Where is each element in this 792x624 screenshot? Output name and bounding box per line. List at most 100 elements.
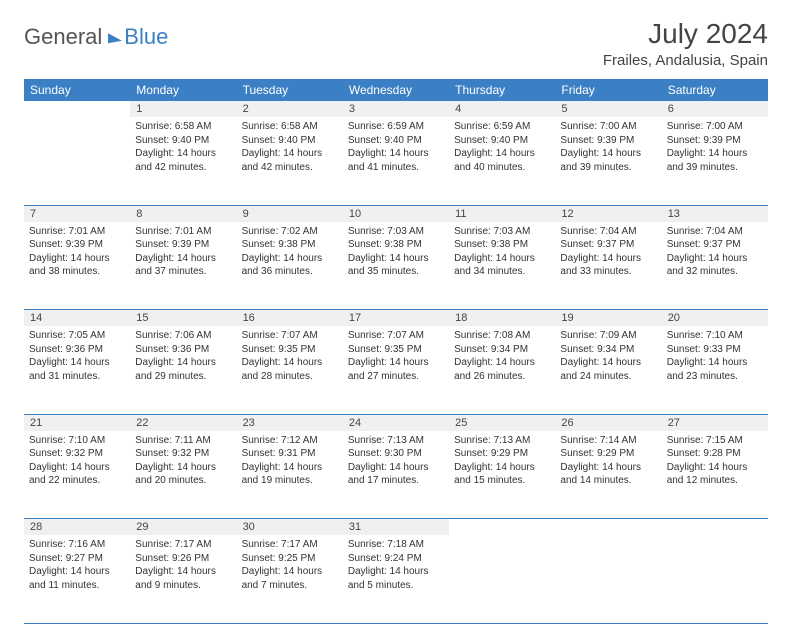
sunset-text: Sunset: 9:40 PM [135, 134, 231, 148]
day-cell: Sunrise: 7:04 AMSunset: 9:37 PMDaylight:… [662, 222, 768, 310]
day-number-row: 21222324252627 [24, 414, 768, 431]
sunset-text: Sunset: 9:32 PM [135, 447, 231, 461]
day-number-row: 14151617181920 [24, 310, 768, 327]
day-cell: Sunrise: 7:12 AMSunset: 9:31 PMDaylight:… [237, 431, 343, 519]
day-info: Sunrise: 7:13 AMSunset: 9:29 PMDaylight:… [454, 434, 550, 488]
day-cell: Sunrise: 7:05 AMSunset: 9:36 PMDaylight:… [24, 326, 130, 414]
weekday-header: Thursday [449, 79, 555, 101]
title-block: July 2024 Frailes, Andalusia, Spain [603, 18, 768, 69]
day-cell: Sunrise: 7:01 AMSunset: 9:39 PMDaylight:… [130, 222, 236, 310]
sunrise-text: Sunrise: 7:07 AM [348, 329, 444, 343]
day-number-cell [449, 519, 555, 536]
sunrise-text: Sunrise: 7:17 AM [242, 538, 338, 552]
day-number-cell: 26 [555, 414, 661, 431]
day-cell: Sunrise: 7:13 AMSunset: 9:30 PMDaylight:… [343, 431, 449, 519]
day-cell: Sunrise: 7:17 AMSunset: 9:25 PMDaylight:… [237, 535, 343, 623]
daylight-text: Daylight: 14 hours and 15 minutes. [454, 461, 550, 488]
daylight-text: Daylight: 14 hours and 38 minutes. [29, 252, 125, 279]
day-number-cell: 15 [130, 310, 236, 327]
sunset-text: Sunset: 9:36 PM [135, 343, 231, 357]
daylight-text: Daylight: 14 hours and 7 minutes. [242, 565, 338, 592]
calendar-table: SundayMondayTuesdayWednesdayThursdayFrid… [24, 79, 768, 624]
day-number-cell: 19 [555, 310, 661, 327]
day-content-row: Sunrise: 7:05 AMSunset: 9:36 PMDaylight:… [24, 326, 768, 414]
day-cell: Sunrise: 6:59 AMSunset: 9:40 PMDaylight:… [343, 117, 449, 205]
sunset-text: Sunset: 9:38 PM [348, 238, 444, 252]
daylight-text: Daylight: 14 hours and 14 minutes. [560, 461, 656, 488]
sunrise-text: Sunrise: 6:59 AM [348, 120, 444, 134]
sunset-text: Sunset: 9:29 PM [560, 447, 656, 461]
day-cell: Sunrise: 7:13 AMSunset: 9:29 PMDaylight:… [449, 431, 555, 519]
day-number-cell: 18 [449, 310, 555, 327]
sunset-text: Sunset: 9:39 PM [29, 238, 125, 252]
day-cell [662, 535, 768, 623]
sunset-text: Sunset: 9:28 PM [667, 447, 763, 461]
day-number-cell: 16 [237, 310, 343, 327]
day-info: Sunrise: 7:00 AMSunset: 9:39 PMDaylight:… [667, 120, 763, 174]
day-number-cell: 28 [24, 519, 130, 536]
daylight-text: Daylight: 14 hours and 37 minutes. [135, 252, 231, 279]
day-info: Sunrise: 7:11 AMSunset: 9:32 PMDaylight:… [135, 434, 231, 488]
sunset-text: Sunset: 9:29 PM [454, 447, 550, 461]
day-cell: Sunrise: 7:17 AMSunset: 9:26 PMDaylight:… [130, 535, 236, 623]
daylight-text: Daylight: 14 hours and 42 minutes. [135, 147, 231, 174]
sunrise-text: Sunrise: 7:13 AM [348, 434, 444, 448]
sunrise-text: Sunrise: 7:00 AM [667, 120, 763, 134]
day-cell: Sunrise: 6:59 AMSunset: 9:40 PMDaylight:… [449, 117, 555, 205]
day-number-cell: 30 [237, 519, 343, 536]
daylight-text: Daylight: 14 hours and 22 minutes. [29, 461, 125, 488]
day-number-cell: 8 [130, 205, 236, 222]
daylight-text: Daylight: 14 hours and 17 minutes. [348, 461, 444, 488]
day-number-cell: 14 [24, 310, 130, 327]
daylight-text: Daylight: 14 hours and 35 minutes. [348, 252, 444, 279]
sunset-text: Sunset: 9:32 PM [29, 447, 125, 461]
day-number-cell: 3 [343, 101, 449, 117]
daylight-text: Daylight: 14 hours and 39 minutes. [560, 147, 656, 174]
day-cell: Sunrise: 7:07 AMSunset: 9:35 PMDaylight:… [343, 326, 449, 414]
sunset-text: Sunset: 9:39 PM [560, 134, 656, 148]
sunset-text: Sunset: 9:39 PM [135, 238, 231, 252]
day-cell: Sunrise: 7:07 AMSunset: 9:35 PMDaylight:… [237, 326, 343, 414]
sunrise-text: Sunrise: 7:18 AM [348, 538, 444, 552]
sunrise-text: Sunrise: 7:00 AM [560, 120, 656, 134]
sunset-text: Sunset: 9:40 PM [454, 134, 550, 148]
day-number-cell [662, 519, 768, 536]
day-info: Sunrise: 7:07 AMSunset: 9:35 PMDaylight:… [242, 329, 338, 383]
day-info: Sunrise: 7:17 AMSunset: 9:26 PMDaylight:… [135, 538, 231, 592]
day-cell: Sunrise: 7:00 AMSunset: 9:39 PMDaylight:… [662, 117, 768, 205]
sunset-text: Sunset: 9:26 PM [135, 552, 231, 566]
sunrise-text: Sunrise: 7:08 AM [454, 329, 550, 343]
sunrise-text: Sunrise: 7:05 AM [29, 329, 125, 343]
daylight-text: Daylight: 14 hours and 26 minutes. [454, 356, 550, 383]
sunrise-text: Sunrise: 7:03 AM [454, 225, 550, 239]
day-cell: Sunrise: 7:11 AMSunset: 9:32 PMDaylight:… [130, 431, 236, 519]
daylight-text: Daylight: 14 hours and 31 minutes. [29, 356, 125, 383]
day-number-cell: 21 [24, 414, 130, 431]
daylight-text: Daylight: 14 hours and 32 minutes. [667, 252, 763, 279]
daylight-text: Daylight: 14 hours and 24 minutes. [560, 356, 656, 383]
day-info: Sunrise: 7:15 AMSunset: 9:28 PMDaylight:… [667, 434, 763, 488]
daylight-text: Daylight: 14 hours and 29 minutes. [135, 356, 231, 383]
sunrise-text: Sunrise: 7:10 AM [29, 434, 125, 448]
day-info: Sunrise: 7:13 AMSunset: 9:30 PMDaylight:… [348, 434, 444, 488]
sunset-text: Sunset: 9:34 PM [560, 343, 656, 357]
day-number-cell: 10 [343, 205, 449, 222]
daylight-text: Daylight: 14 hours and 5 minutes. [348, 565, 444, 592]
day-info: Sunrise: 7:03 AMSunset: 9:38 PMDaylight:… [348, 225, 444, 279]
sunrise-text: Sunrise: 6:58 AM [135, 120, 231, 134]
sunset-text: Sunset: 9:37 PM [667, 238, 763, 252]
day-info: Sunrise: 7:00 AMSunset: 9:39 PMDaylight:… [560, 120, 656, 174]
day-info: Sunrise: 7:06 AMSunset: 9:36 PMDaylight:… [135, 329, 231, 383]
location: Frailes, Andalusia, Spain [603, 52, 768, 69]
day-cell: Sunrise: 7:03 AMSunset: 9:38 PMDaylight:… [449, 222, 555, 310]
day-info: Sunrise: 6:58 AMSunset: 9:40 PMDaylight:… [242, 120, 338, 174]
day-number-cell: 11 [449, 205, 555, 222]
daylight-text: Daylight: 14 hours and 39 minutes. [667, 147, 763, 174]
daylight-text: Daylight: 14 hours and 11 minutes. [29, 565, 125, 592]
calendar-head: SundayMondayTuesdayWednesdayThursdayFrid… [24, 79, 768, 101]
sunrise-text: Sunrise: 7:09 AM [560, 329, 656, 343]
day-info: Sunrise: 7:16 AMSunset: 9:27 PMDaylight:… [29, 538, 125, 592]
day-info: Sunrise: 7:01 AMSunset: 9:39 PMDaylight:… [135, 225, 231, 279]
day-number-cell: 7 [24, 205, 130, 222]
day-number-cell: 4 [449, 101, 555, 117]
